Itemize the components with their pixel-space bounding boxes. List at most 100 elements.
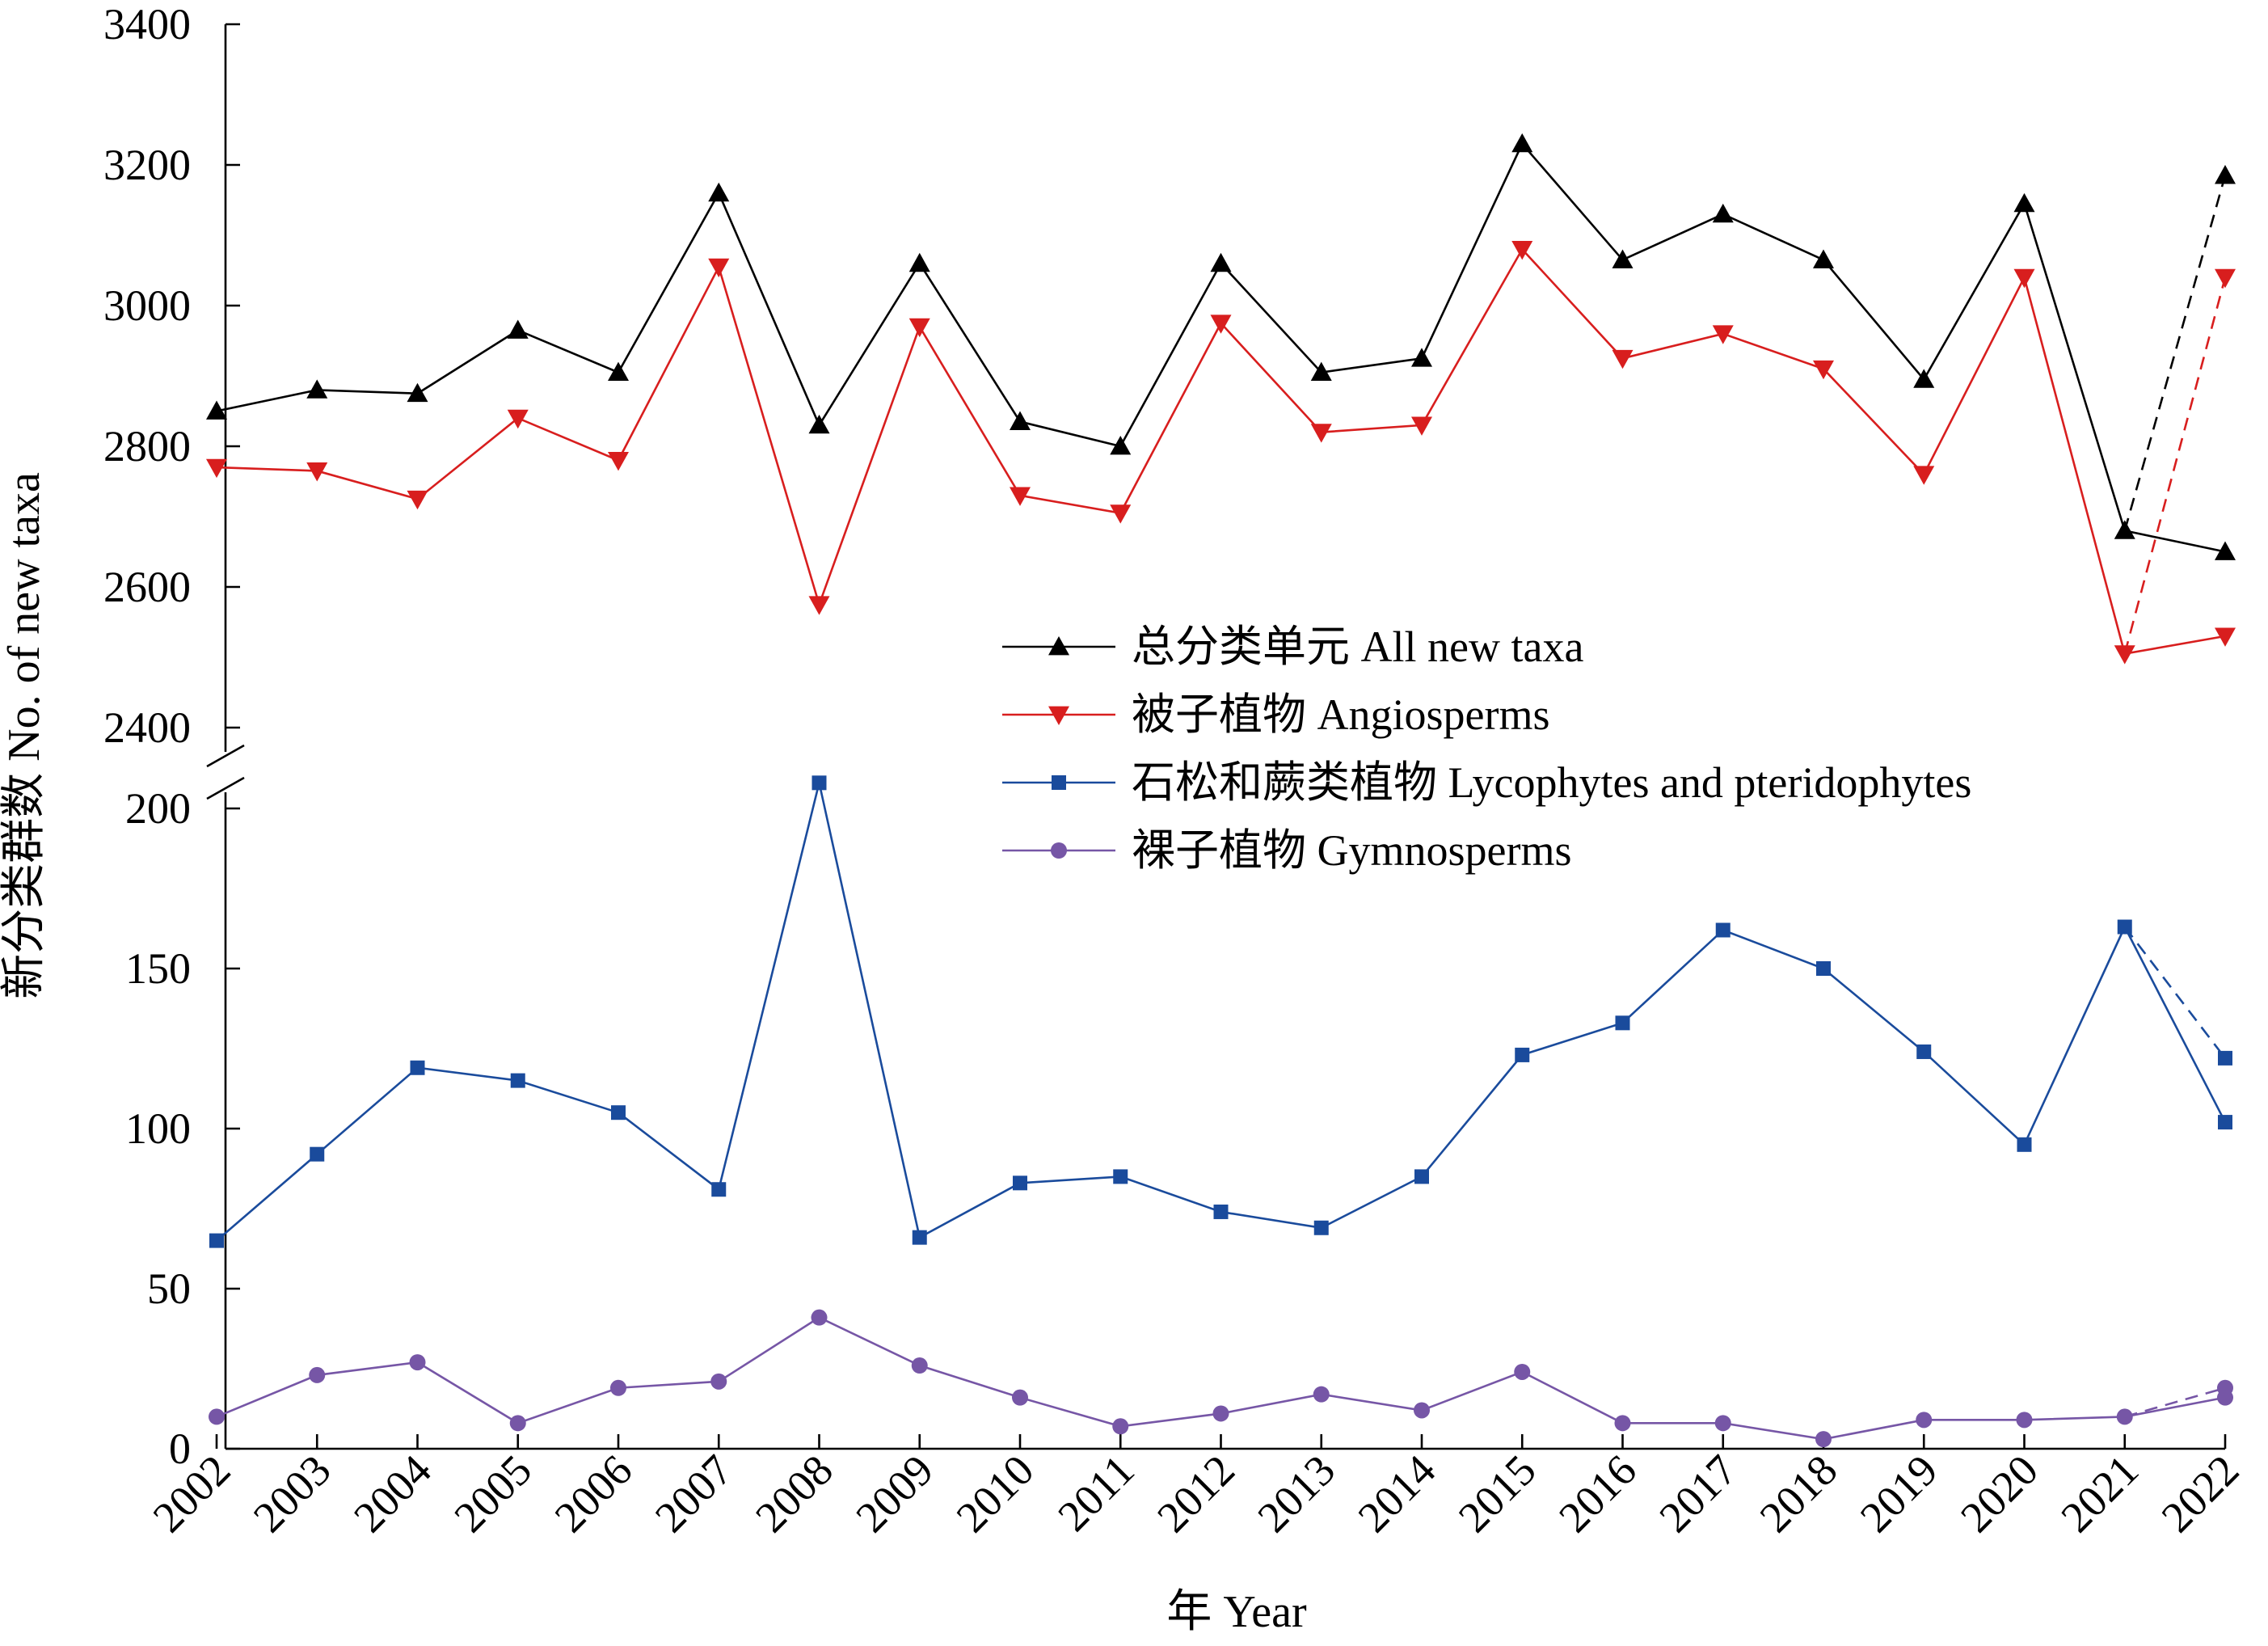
data-point-marker: [708, 258, 730, 278]
series-layer: [206, 133, 2236, 1448]
data-point-marker: [1313, 1386, 1330, 1403]
legend-label: 总分类单元 All new taxa: [1132, 623, 1583, 671]
data-point-marker: [509, 1415, 526, 1432]
x-tick-label: 2002: [144, 1446, 240, 1542]
data-point-marker: [206, 458, 227, 479]
data-point-marker: [1052, 775, 1066, 790]
x-tick-label: 2003: [244, 1446, 340, 1542]
data-point-marker: [306, 462, 328, 482]
data-point-marker: [2116, 1408, 2133, 1425]
data-point-marker: [1010, 411, 1031, 430]
data-point-marker: [1113, 1169, 1128, 1184]
x-tick-label: 2008: [746, 1446, 842, 1542]
x-tick-label: 2016: [1549, 1446, 1646, 1542]
data-point-marker: [2215, 541, 2236, 560]
axis-break-mark-bottom: [206, 776, 245, 800]
data-point-marker: [608, 361, 629, 382]
data-point-marker: [1511, 241, 1533, 260]
series-dashed-segment: [2123, 926, 2227, 1059]
data-point-marker: [1210, 252, 1232, 272]
data-point-marker: [2215, 165, 2236, 184]
data-point-marker: [812, 775, 827, 791]
data-point-marker: [1612, 249, 1634, 268]
legend: 总分类单元 All new taxa 被子植物 Angiosperms 石松和蕨类植…: [1002, 623, 1971, 875]
axes: [206, 24, 2225, 1450]
data-point-marker: [2114, 520, 2135, 539]
data-point-marker: [608, 452, 629, 471]
y-tick-label: 50: [147, 1264, 191, 1313]
y-tick-label: 3400: [103, 0, 191, 49]
x-tick-label: 2006: [546, 1446, 642, 1542]
data-point-marker: [2016, 1412, 2033, 1429]
data-point-marker: [1210, 314, 1232, 334]
x-tick-label: 2009: [846, 1446, 942, 1542]
data-point-marker: [1110, 436, 1132, 455]
data-point-marker: [912, 1230, 927, 1245]
data-point-marker: [510, 1073, 525, 1088]
series-dashed-segment: [2124, 1386, 2226, 1418]
x-axis-title: 年 Year: [1166, 1587, 1307, 1637]
legend-label: 石松和蕨类植物 Lycophytes and pteridophytes: [1132, 758, 1971, 807]
data-point-marker: [711, 1182, 727, 1197]
data-point-marker: [2114, 645, 2135, 665]
x-tick-label: 2019: [1851, 1446, 1947, 1542]
series-triangle-down: [206, 241, 2236, 665]
data-point-marker: [1048, 636, 1069, 656]
data-point-marker: [1813, 360, 1834, 380]
data-point-marker: [808, 414, 830, 434]
series-line: [216, 141, 2226, 553]
data-point-marker: [209, 1408, 225, 1425]
data-point-marker: [1815, 1431, 1832, 1448]
data-point-marker: [310, 1146, 325, 1162]
data-point-marker: [1012, 1389, 1028, 1406]
data-point-marker: [911, 1357, 928, 1374]
data-point-marker: [1615, 1015, 1630, 1031]
y-tick-label: 3200: [103, 141, 191, 189]
y-tick-label: 0: [169, 1424, 191, 1473]
y-tick-label: 2800: [103, 422, 191, 471]
data-point-marker: [1414, 1402, 1430, 1419]
data-point-marker: [1715, 922, 1731, 938]
y-tick-label: 100: [125, 1104, 191, 1153]
data-point-marker: [2117, 919, 2132, 935]
data-point-marker: [1913, 369, 1935, 388]
x-tick-label: 2020: [1951, 1446, 2047, 1542]
data-point-marker: [1112, 1418, 1129, 1435]
data-point-marker: [1414, 1169, 1429, 1184]
data-point-marker: [808, 596, 830, 615]
y-tick-label: 2600: [103, 563, 191, 611]
data-point-marker: [2013, 192, 2035, 213]
data-point-marker: [1110, 504, 1132, 524]
x-tick-label: 2017: [1650, 1446, 1746, 1542]
data-point-marker: [2217, 1379, 2233, 1396]
x-ticks: 2002 2003 2004 2005 2006 2007 2008 2009 2010 2011…: [144, 1434, 2249, 1542]
data-point-marker: [908, 252, 930, 272]
data-point-marker: [309, 1366, 326, 1383]
data-point-marker: [1010, 487, 1031, 506]
data-point-marker: [1313, 1220, 1329, 1235]
y-ticks: 2400 2600 2800 3000 3200 3400 0 50 100 150 200: [103, 0, 240, 1473]
x-tick-label: 2013: [1248, 1446, 1344, 1542]
series-dashed-segment: [2123, 175, 2227, 531]
data-point-marker: [209, 1233, 224, 1248]
data-point-marker: [1051, 842, 1067, 859]
data-point-marker: [1916, 1044, 1932, 1059]
axis-break-mark-top: [206, 744, 245, 768]
data-point-marker: [306, 379, 328, 399]
data-point-marker: [507, 409, 529, 429]
x-tick-label: 2004: [344, 1446, 441, 1542]
y-tick-label: 3000: [103, 281, 191, 330]
data-point-marker: [2215, 268, 2236, 289]
data-point-marker: [1310, 424, 1332, 443]
data-point-marker: [1511, 133, 1533, 153]
x-tick-label: 2011: [1048, 1446, 1143, 1540]
data-point-marker: [2013, 268, 2035, 289]
data-point-marker: [2218, 1115, 2232, 1130]
series-triangle-up: [206, 133, 2236, 560]
data-point-marker: [1712, 325, 1734, 344]
data-point-marker: [1714, 1415, 1731, 1432]
series-square: [209, 775, 2232, 1248]
x-tick-label: 2022: [2152, 1446, 2249, 1542]
data-point-marker: [1310, 361, 1332, 382]
